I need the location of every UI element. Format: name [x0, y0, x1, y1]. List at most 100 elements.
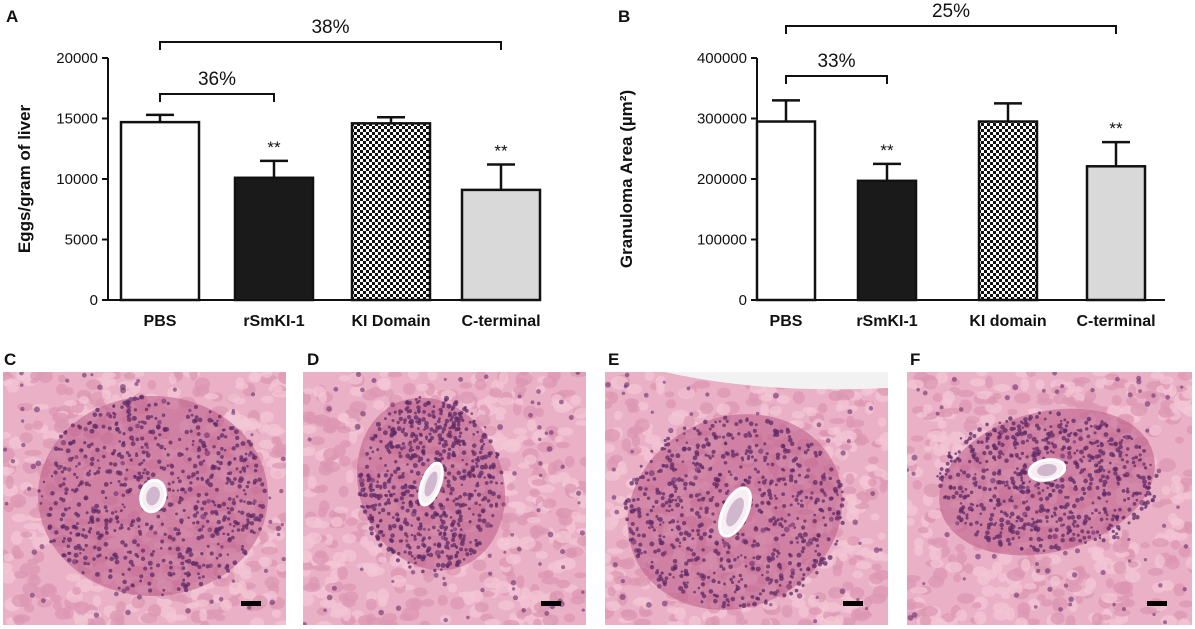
- granuloma-nucleus: [693, 590, 696, 594]
- tissue-cell: [860, 386, 873, 397]
- granuloma-nucleus: [53, 470, 58, 475]
- granuloma-nucleus: [144, 442, 149, 447]
- granuloma-nucleus: [708, 497, 714, 503]
- granuloma-nucleus: [441, 443, 447, 448]
- granuloma-nucleus: [125, 489, 131, 494]
- granuloma-nucleus: [456, 426, 461, 432]
- granuloma-nucleus: [649, 459, 653, 464]
- hepatocyte-nucleus: [612, 562, 618, 568]
- granuloma-nucleus: [477, 518, 482, 523]
- granuloma-nucleus: [733, 476, 738, 481]
- tissue-cell: [357, 615, 373, 625]
- granuloma-nucleus: [679, 573, 684, 578]
- hepatocyte-nucleus: [858, 541, 862, 545]
- tissue-cell: [310, 436, 325, 446]
- granuloma-nucleus: [986, 535, 991, 541]
- granuloma-nucleus: [1007, 486, 1011, 490]
- granuloma-nucleus: [90, 456, 95, 462]
- granuloma-nucleus: [403, 550, 407, 554]
- granuloma-nucleus: [138, 420, 141, 424]
- hepatocyte-nucleus: [21, 442, 26, 448]
- granuloma-nucleus: [78, 448, 84, 453]
- tissue-cell: [548, 474, 560, 484]
- tissue-cell: [845, 473, 855, 485]
- granuloma-nucleus: [86, 443, 92, 449]
- hepatocyte-nucleus: [204, 432, 210, 439]
- granuloma-nucleus: [149, 566, 153, 570]
- granuloma-nucleus: [193, 404, 198, 409]
- granuloma-nucleus: [398, 451, 402, 455]
- granuloma-nucleus: [683, 481, 688, 487]
- y-tick-label: 200000: [697, 171, 747, 188]
- granuloma-nucleus: [180, 582, 186, 587]
- tissue-cell: [832, 426, 841, 436]
- tissue-cell: [1041, 556, 1052, 566]
- granuloma-nucleus: [370, 516, 374, 521]
- tissue-cell: [699, 402, 714, 415]
- granuloma-nucleus: [133, 475, 137, 479]
- hepatocyte-nucleus: [698, 492, 702, 496]
- tissue-cell: [450, 597, 465, 610]
- tissue-cell: [147, 379, 157, 390]
- granuloma-nucleus: [73, 552, 79, 558]
- x-tick-label: rSmKI-1: [243, 313, 304, 330]
- granuloma-nucleus: [176, 476, 180, 480]
- granuloma-nucleus: [1060, 484, 1065, 489]
- granuloma-nucleus: [483, 464, 489, 470]
- tissue-cell: [74, 615, 89, 625]
- granuloma-nucleus: [661, 492, 666, 496]
- granuloma-nucleus: [968, 459, 972, 464]
- granuloma-nucleus: [1080, 460, 1084, 463]
- granuloma-nucleus: [761, 573, 764, 577]
- granuloma-nucleus: [664, 576, 669, 581]
- granuloma-nucleus: [756, 470, 760, 474]
- granuloma-nucleus: [233, 429, 239, 435]
- hepatocyte-nucleus: [20, 406, 25, 412]
- granuloma-nucleus: [975, 520, 979, 525]
- granuloma-nucleus: [738, 604, 742, 608]
- hepatocyte-nucleus: [700, 576, 706, 582]
- tissue-cell: [984, 375, 994, 389]
- hepatocyte-nucleus: [661, 600, 668, 607]
- granuloma-nucleus: [101, 454, 106, 459]
- hepatocyte-nucleus: [510, 580, 517, 586]
- granuloma-nucleus: [751, 543, 756, 548]
- tissue-cell: [13, 499, 23, 508]
- granuloma-nucleus: [1015, 519, 1019, 523]
- tissue-cell: [19, 432, 33, 444]
- tissue-cell: [503, 440, 522, 453]
- granuloma-nucleus: [406, 463, 409, 466]
- tissue-cell: [848, 442, 858, 453]
- bar: [233, 176, 315, 302]
- granuloma-nucleus: [752, 539, 757, 544]
- comparison-bracket: [159, 41, 502, 50]
- tissue-cell: [1126, 396, 1138, 406]
- granuloma-nucleus: [438, 417, 441, 421]
- granuloma-nucleus: [758, 488, 762, 492]
- hepatocyte-nucleus: [205, 480, 211, 486]
- granuloma-nucleus: [966, 494, 971, 498]
- granuloma-nucleus: [991, 471, 997, 476]
- granuloma-nucleus: [670, 528, 674, 532]
- granuloma-nucleus: [135, 437, 140, 442]
- granuloma-nucleus: [472, 513, 475, 516]
- granuloma-nucleus: [412, 480, 417, 484]
- granuloma-nucleus: [252, 478, 258, 484]
- granuloma-nucleus: [413, 486, 417, 490]
- granuloma-nucleus: [968, 444, 973, 449]
- tissue-cell: [992, 602, 1010, 614]
- granuloma-nucleus: [412, 462, 418, 468]
- granuloma-nucleus: [424, 424, 430, 430]
- granuloma-nucleus: [118, 526, 122, 530]
- granuloma-nucleus: [945, 468, 950, 473]
- tissue-cell: [1074, 400, 1083, 408]
- granuloma-nucleus: [205, 519, 210, 524]
- tissue-cell: [976, 372, 988, 377]
- granuloma-nucleus: [723, 544, 726, 548]
- granuloma-nucleus: [95, 571, 100, 577]
- granuloma-nucleus: [664, 443, 668, 447]
- granuloma-nucleus: [414, 398, 418, 401]
- tissue-cell: [1006, 568, 1025, 582]
- granuloma-nucleus: [94, 503, 100, 509]
- granuloma-nucleus: [940, 475, 945, 479]
